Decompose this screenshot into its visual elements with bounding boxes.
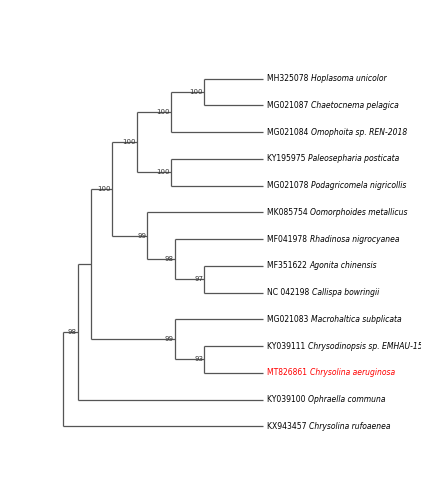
Text: Paleosepharia posticata: Paleosepharia posticata <box>308 154 400 164</box>
Text: 93: 93 <box>194 356 203 362</box>
Text: Podagricomela nigricollis: Podagricomela nigricollis <box>311 181 406 190</box>
Text: MG021078: MG021078 <box>267 181 311 190</box>
Text: Omophoita sp. REN-2018: Omophoita sp. REN-2018 <box>311 128 408 136</box>
Text: Rhadinosa nigrocyanea: Rhadinosa nigrocyanea <box>310 234 399 244</box>
Text: MK085754: MK085754 <box>267 208 310 217</box>
Text: Callispa bowringii: Callispa bowringii <box>312 288 379 297</box>
Text: 100: 100 <box>156 109 170 115</box>
Text: Chrysolina rufoaenea: Chrysolina rufoaenea <box>309 422 391 431</box>
Text: MG021087: MG021087 <box>267 101 311 110</box>
Text: Oomorphoides metallicus: Oomorphoides metallicus <box>310 208 408 217</box>
Text: Agonita chinensis: Agonita chinensis <box>309 262 377 270</box>
Text: 100: 100 <box>189 89 203 95</box>
Text: Chrysodinopsis sp. EMHAU-1507081: Chrysodinopsis sp. EMHAU-1507081 <box>308 342 421 350</box>
Text: 99: 99 <box>137 233 147 239</box>
Text: Chrysolina aeruginosa: Chrysolina aeruginosa <box>310 368 395 378</box>
Text: MG021084: MG021084 <box>267 128 311 136</box>
Text: NC 042198: NC 042198 <box>267 288 312 297</box>
Text: KY195975: KY195975 <box>267 154 308 164</box>
Text: Chaetocnema pelagica: Chaetocnema pelagica <box>311 101 399 110</box>
Text: KY039100: KY039100 <box>267 395 308 404</box>
Text: MF041978: MF041978 <box>267 234 310 244</box>
Text: 100: 100 <box>97 186 111 192</box>
Text: 100: 100 <box>122 139 136 145</box>
Text: 97: 97 <box>194 276 203 282</box>
Text: Macrohaltica subplicata: Macrohaltica subplicata <box>311 315 402 324</box>
Text: MG021083: MG021083 <box>267 315 311 324</box>
Text: MT826861: MT826861 <box>267 368 310 378</box>
Text: KX943457: KX943457 <box>267 422 309 431</box>
Text: 98: 98 <box>68 329 77 335</box>
Text: Hoplasoma unicolor: Hoplasoma unicolor <box>311 74 387 83</box>
Text: KY039111: KY039111 <box>267 342 308 350</box>
Text: 100: 100 <box>156 170 170 175</box>
Text: 98: 98 <box>165 256 174 262</box>
Text: 99: 99 <box>165 336 174 342</box>
Text: MF351622: MF351622 <box>267 262 309 270</box>
Text: Ophraella communa: Ophraella communa <box>308 395 386 404</box>
Text: MH325078: MH325078 <box>267 74 311 83</box>
